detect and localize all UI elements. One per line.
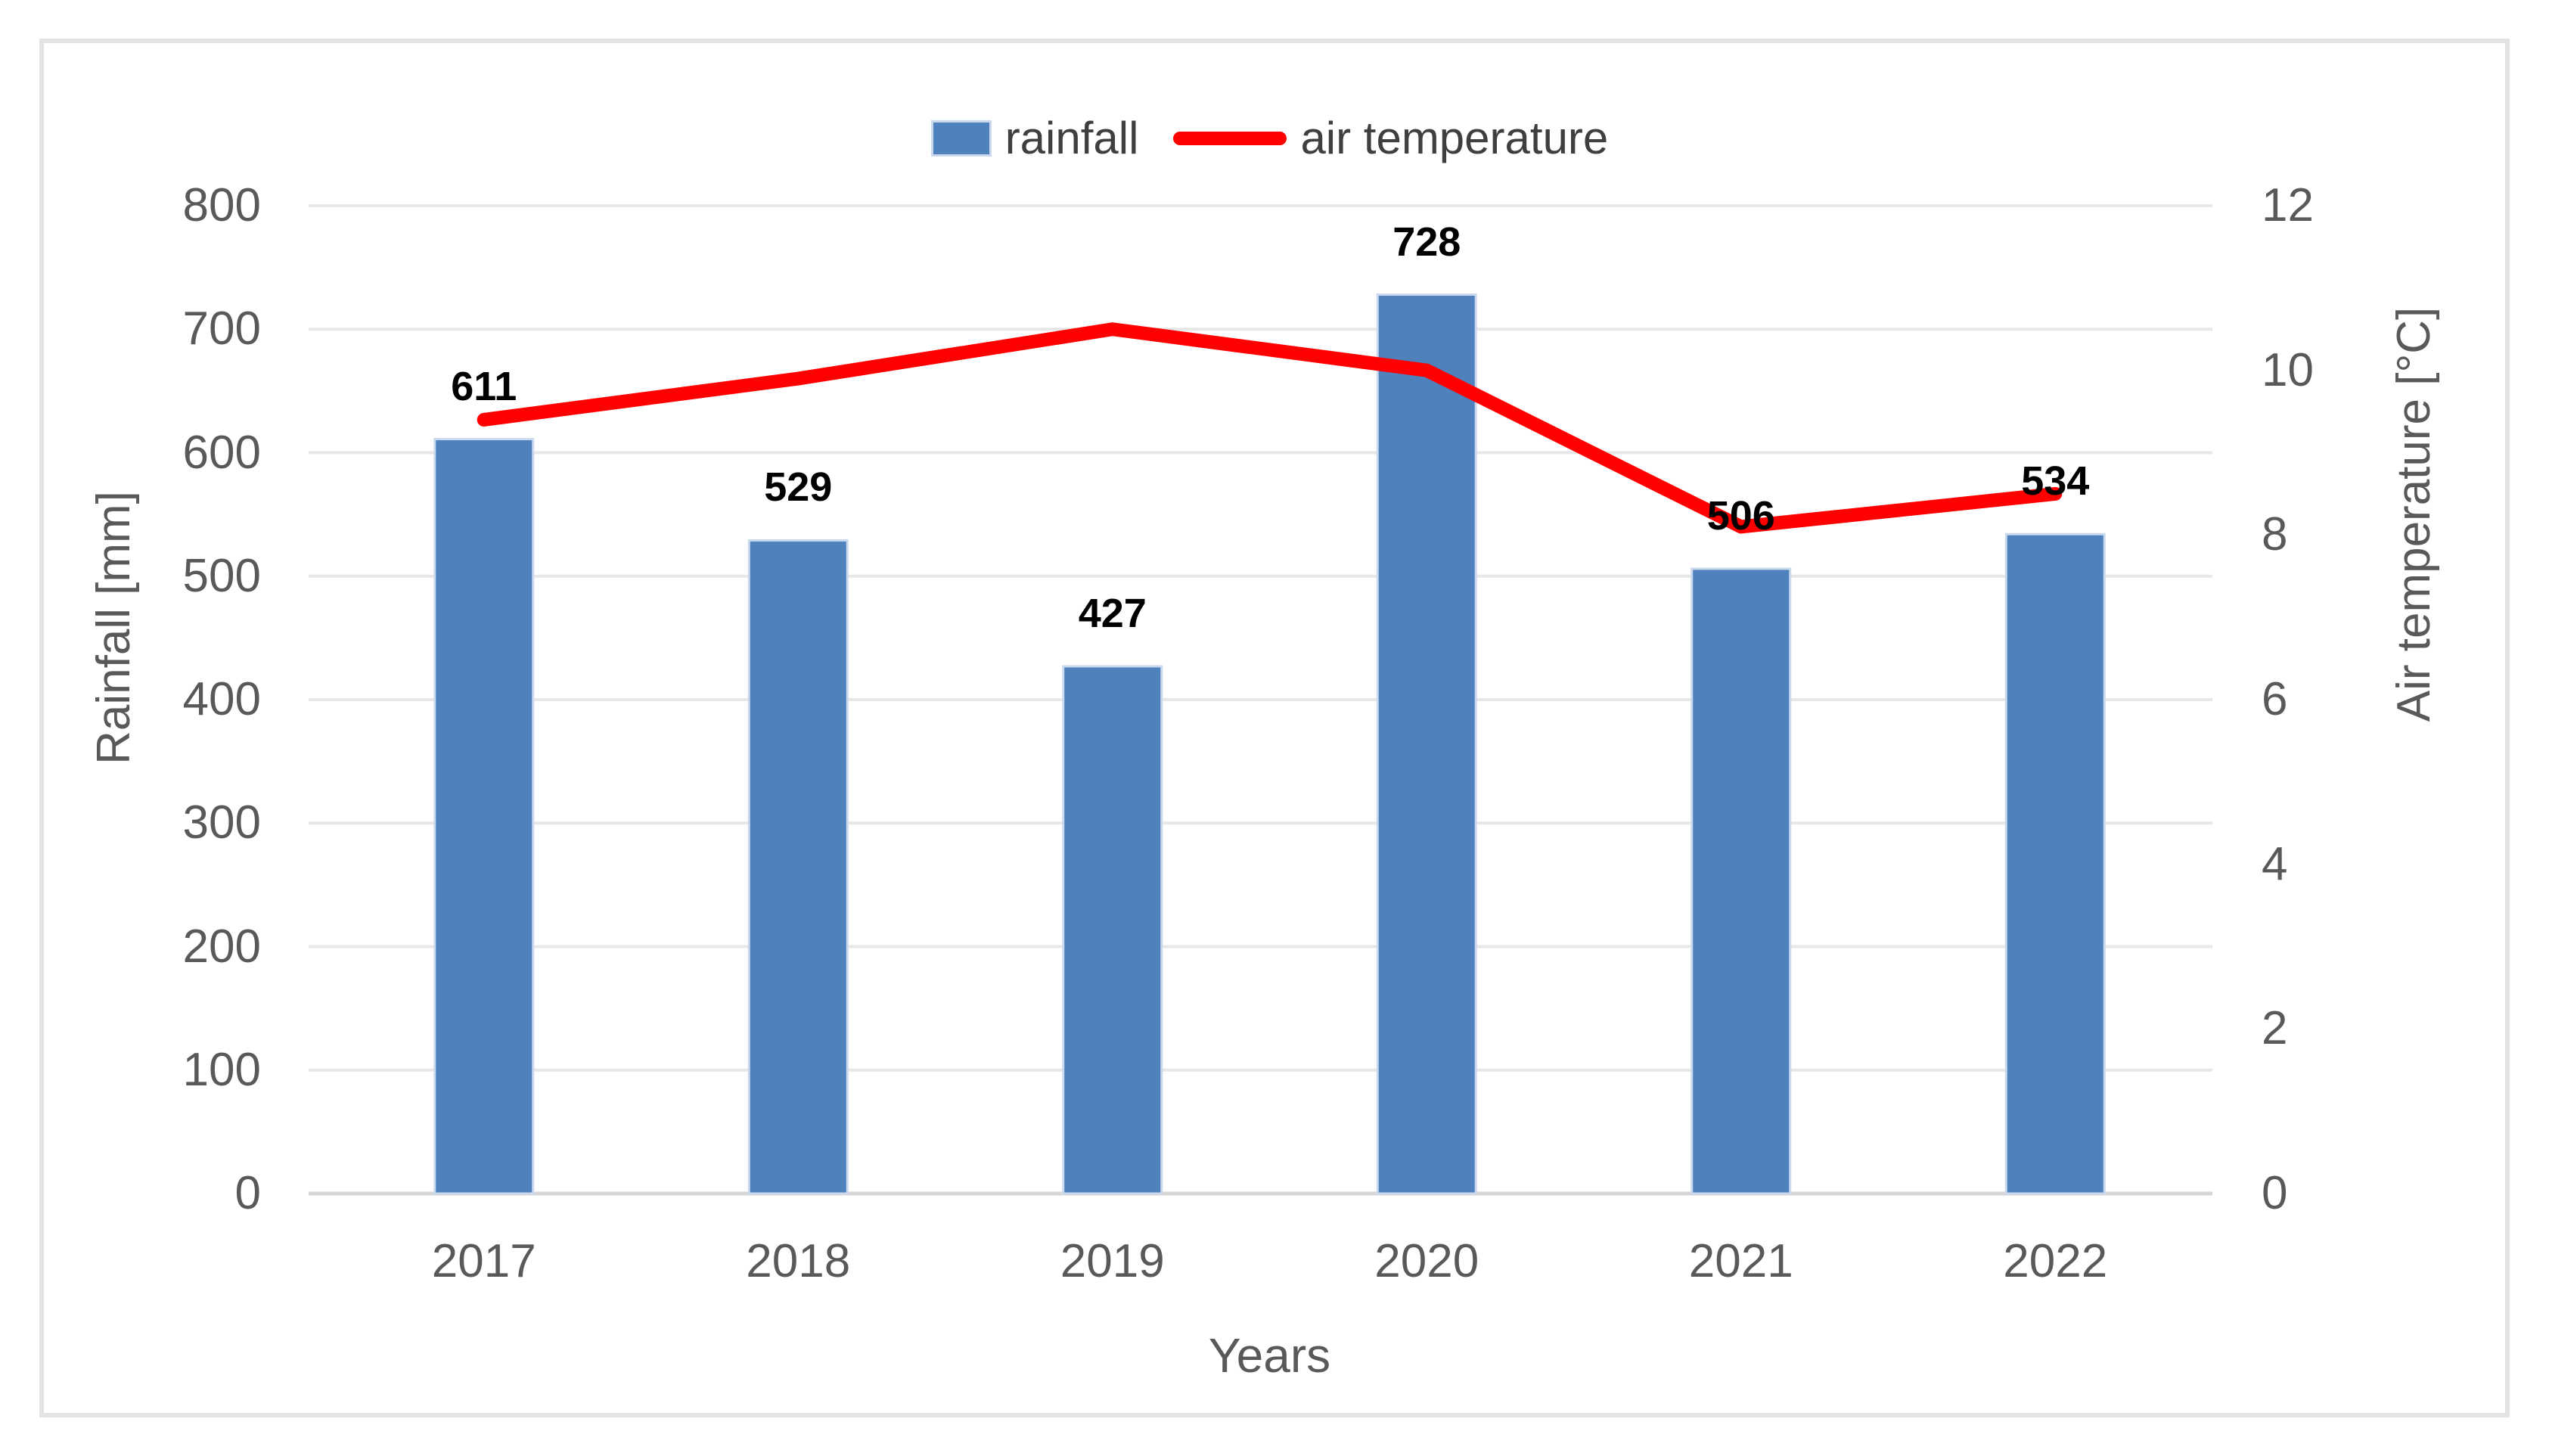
x-axis-tick-2021: 2021 xyxy=(1688,1235,1793,1287)
x-axis-title: Years xyxy=(1208,1328,1331,1383)
left-axis-tick-300: 300 xyxy=(182,796,261,849)
right-axis-title: Air temperature [°C] xyxy=(2388,306,2440,722)
left-axis-tick-700: 700 xyxy=(182,303,261,355)
x-axis-tick-2017: 2017 xyxy=(431,1235,536,1287)
bar-data-label-2022: 534 xyxy=(2021,458,2090,504)
x-axis-tick-2022: 2022 xyxy=(2003,1235,2108,1287)
left-axis-tick-400: 400 xyxy=(182,673,261,725)
right-axis-tick-6: 6 xyxy=(2262,673,2288,725)
right-axis-tick-8: 8 xyxy=(2262,508,2288,561)
legend-label-rainfall: rainfall xyxy=(1004,113,1139,163)
left-axis-tick-800: 800 xyxy=(182,179,261,231)
x-axis-tick-2018: 2018 xyxy=(746,1235,851,1287)
rainfall-bar-2021 xyxy=(1691,567,1792,1195)
legend-item-air-temperature: air temperature xyxy=(1173,112,1608,164)
right-axis-tick-12: 12 xyxy=(2262,179,2314,231)
right-axis-tick-4: 4 xyxy=(2262,837,2288,890)
bar-data-label-2020: 728 xyxy=(1392,219,1461,265)
left-axis-tick-500: 500 xyxy=(182,549,261,602)
bar-data-label-2018: 529 xyxy=(764,464,833,511)
rainfall-bar-2018 xyxy=(747,539,849,1195)
right-axis-tick-10: 10 xyxy=(2262,343,2314,396)
rainfall-bar-2022 xyxy=(2004,532,2106,1195)
left-axis-title: Rainfall [mm] xyxy=(88,491,140,765)
right-axis-tick-0: 0 xyxy=(2262,1167,2288,1219)
x-axis-tick-2019: 2019 xyxy=(1060,1235,1165,1287)
bar-data-label-2021: 506 xyxy=(1706,492,1775,539)
rainfall-bar-2019 xyxy=(1062,665,1163,1195)
rainfall-bar-2017 xyxy=(433,438,535,1195)
rainfall-series-swatch-icon xyxy=(930,120,992,157)
air-temperature-line xyxy=(477,322,2063,534)
legend-item-rainfall: rainfall xyxy=(930,112,1139,164)
left-axis-tick-0: 0 xyxy=(234,1167,261,1219)
bar-data-label-2017: 611 xyxy=(451,363,517,409)
legend: rainfall air temperature xyxy=(327,112,2212,164)
rainfall-bar-2020 xyxy=(1376,293,1477,1195)
temperature-series-line-icon xyxy=(1173,131,1287,145)
left-axis-tick-600: 600 xyxy=(182,426,261,479)
right-axis-tick-2: 2 xyxy=(2262,1002,2288,1055)
bar-data-label-2019: 427 xyxy=(1078,590,1147,636)
x-axis-tick-2020: 2020 xyxy=(1374,1235,1479,1287)
left-axis-tick-200: 200 xyxy=(182,920,261,973)
left-axis-tick-100: 100 xyxy=(182,1043,261,1096)
legend-label-air-temperature: air temperature xyxy=(1300,113,1609,163)
